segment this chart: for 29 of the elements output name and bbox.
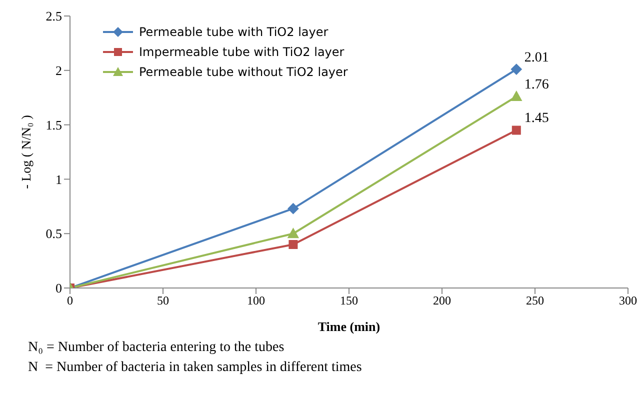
x-tick-label: 50 <box>157 294 169 308</box>
x-tick-label: 200 <box>433 294 451 308</box>
y-tick-label: 0.5 <box>46 226 62 242</box>
y-tick-label: 0 <box>56 280 62 296</box>
point <box>288 228 299 238</box>
y-tick-label: 2 <box>56 63 62 78</box>
data-label: 2.01 <box>524 50 549 66</box>
x-tick-label: 250 <box>526 294 544 308</box>
x-tick-label: 100 <box>247 294 265 308</box>
text: N = Number of bacteria in taken samples in different times <box>28 359 363 377</box>
point <box>288 203 299 214</box>
point <box>510 91 522 102</box>
data-label: 1.76 <box>524 78 549 93</box>
legend-label: Impermeable tube with TiO2 layer <box>139 44 344 61</box>
text: N₀ = Number of bacteria entering to the tubes <box>28 339 286 357</box>
legend-label: Permeable tube without TiO2 layer <box>139 64 348 81</box>
x-axis-title: Time (min) <box>318 319 380 334</box>
x-tick-label: 150 <box>340 294 358 308</box>
y-tick-label: 1 <box>56 172 62 187</box>
y-tick-label: 2.5 <box>46 8 62 24</box>
point <box>510 64 522 75</box>
y-tick-label: 1.5 <box>46 117 62 132</box>
point <box>512 126 521 135</box>
x-tick-label: 0 <box>67 294 73 308</box>
x-tick-label: 300 <box>619 294 637 308</box>
point <box>288 240 298 249</box>
y-axis-title: - Log ( N/N₀ ) <box>18 115 34 189</box>
legend-label: Permeable tube with TiO2 layer <box>139 24 328 41</box>
data-label: 1.45 <box>524 111 549 126</box>
